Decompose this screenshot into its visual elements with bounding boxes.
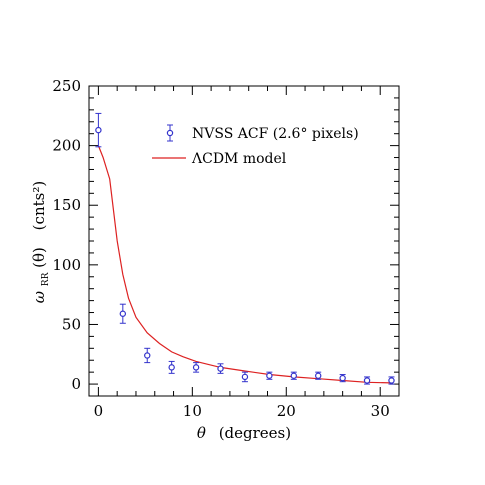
legend-marker-data xyxy=(166,124,174,142)
data-marker xyxy=(95,126,102,134)
x-axis-text: (degrees) xyxy=(219,424,291,442)
data-marker xyxy=(266,372,273,379)
axis-ticks xyxy=(89,85,400,396)
y-tick-label: 0 xyxy=(71,375,81,393)
data-point xyxy=(339,374,346,383)
data-point xyxy=(192,362,200,373)
data-marker xyxy=(315,372,322,379)
y-tick-label: 50 xyxy=(62,315,81,333)
data-marker xyxy=(192,364,200,371)
data-point xyxy=(119,303,127,324)
data-point xyxy=(168,360,175,374)
axis-tick-labels: 0 10 20 30 0 50 100 150 200 250 xyxy=(52,77,389,420)
y-axis-subscript: RR xyxy=(41,272,51,286)
data-point xyxy=(241,371,249,383)
x-tick-label: 0 xyxy=(94,402,104,420)
model-series xyxy=(97,145,392,384)
legend: NVSS ACF (2.6° pixels) ΛCDM model xyxy=(152,124,359,167)
data-point xyxy=(266,371,273,380)
x-tick-label: 10 xyxy=(183,402,202,420)
data-marker xyxy=(119,310,127,317)
y-tick-label: 100 xyxy=(52,256,81,274)
y-tick-label: 200 xyxy=(52,137,81,155)
x-axis-symbol: θ xyxy=(197,424,206,442)
data-marker xyxy=(290,372,297,379)
data-point xyxy=(388,376,395,385)
x-tick-label: 20 xyxy=(277,402,296,420)
x-tick-label: 30 xyxy=(371,402,390,420)
y-axis-argument: (θ) xyxy=(30,247,48,268)
data-point xyxy=(363,376,371,385)
data-marker xyxy=(241,373,249,381)
data-marker xyxy=(144,352,151,359)
legend-label-data: NVSS ACF (2.6° pixels) xyxy=(192,126,359,142)
data-point xyxy=(144,347,151,364)
legend-label-model: ΛCDM model xyxy=(191,151,287,167)
data-marker xyxy=(388,377,395,384)
data-marker xyxy=(339,374,346,382)
data-marker xyxy=(363,377,371,384)
data-marker xyxy=(217,365,224,372)
data-marker xyxy=(168,364,175,371)
y-tick-label: 150 xyxy=(52,196,81,214)
y-axis-symbol: ω xyxy=(30,291,48,303)
data-point xyxy=(217,363,224,374)
x-axis-label: θ (degrees) xyxy=(197,424,291,442)
model-line xyxy=(97,145,392,384)
data-point xyxy=(290,371,297,380)
data-point xyxy=(315,371,322,380)
data-series xyxy=(95,112,395,385)
y-tick-label: 250 xyxy=(52,77,81,95)
y-axis-units: (cnts²) xyxy=(30,181,48,231)
y-axis-label: ω RR (θ) (cnts²) xyxy=(30,181,52,303)
data-point xyxy=(95,112,102,148)
